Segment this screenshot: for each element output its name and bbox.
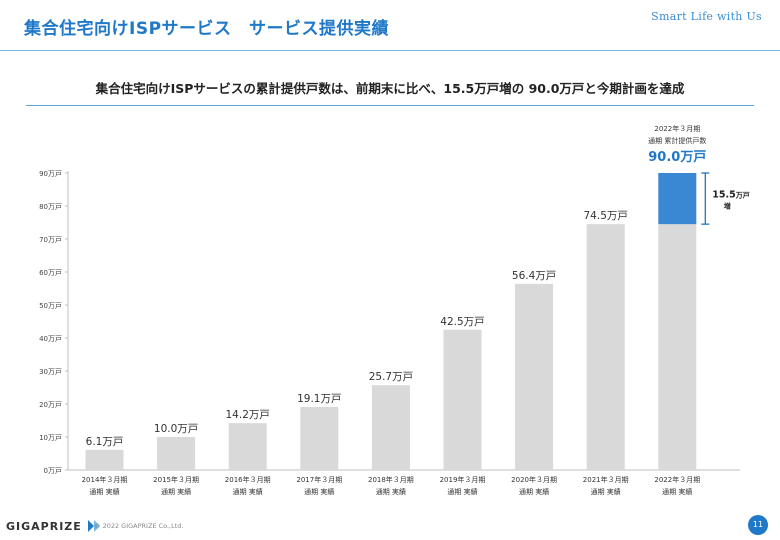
y-tick-label: 90万戸 <box>39 170 62 178</box>
x-tick-label: 2018年３月期 <box>368 475 414 484</box>
x-tick-label: 2016年３月期 <box>225 475 271 484</box>
increase-unit: 万戸 <box>735 192 750 200</box>
bar <box>443 329 482 470</box>
x-tick-label: 2014年３月期 <box>82 475 128 484</box>
y-tick-label: 50万戸 <box>39 302 62 310</box>
brand-tagline: Smart Life with Us <box>651 10 762 23</box>
headline-text: 集合住宅向けISPサービスの累計提供戸数は、前期末に比べ、15.5万戸増の 90… <box>95 81 685 96</box>
x-tick-label: 2022年３月期 <box>654 475 700 484</box>
x-tick-label: 通期 実績 <box>304 487 334 496</box>
x-tick-label: 通期 実績 <box>447 487 477 496</box>
x-tick-label: 2017年３月期 <box>296 475 342 484</box>
page-header: 集合住宅向けISPサービス サービス提供実績 Smart Life with U… <box>0 0 780 51</box>
x-tick-label: 2020年３月期 <box>511 475 557 484</box>
data-label: 42.5万戸 <box>440 316 484 328</box>
highlight-value-label: 90.0万戸 <box>648 150 706 165</box>
bar <box>658 224 697 470</box>
increase-suffix: 増 <box>724 202 731 211</box>
data-label: 14.2万戸 <box>226 409 270 421</box>
y-tick-label: 60万戸 <box>39 269 62 277</box>
subscriber-bar-chart: 0万戸 10万戸 20万戸 30万戸 40万戸 50万戸 60万戸 70万戸 80万戸 90万戸 6… <box>39 124 750 496</box>
copyright-text: © 2022 GIGAPRIZE Co.,Ltd. <box>94 522 184 530</box>
increase-value: 15.5 <box>712 190 735 201</box>
bar <box>157 437 196 470</box>
bar-increase-segment <box>658 173 697 225</box>
x-tick-label: 通期 実績 <box>89 487 119 496</box>
x-tick-label: 通期 実績 <box>161 487 191 496</box>
y-tick-label: 30万戸 <box>39 368 62 376</box>
y-tick-label: 0万戸 <box>44 467 62 475</box>
company-logo-text: GIGAPRIZE <box>6 519 82 533</box>
x-tick-label: 通期 実績 <box>662 487 692 496</box>
logo-mark-icon <box>87 520 100 532</box>
y-tick-label: 20万戸 <box>39 401 62 409</box>
highlight-caption: 2022年３月期 <box>654 124 700 133</box>
bar <box>586 224 625 470</box>
bar <box>371 385 410 470</box>
x-tick-label: 通期 実績 <box>519 487 549 496</box>
data-label: 10.0万戸 <box>154 423 198 435</box>
bar <box>515 283 554 470</box>
y-tick-label: 10万戸 <box>39 434 62 442</box>
page-title: 集合住宅向けISPサービス サービス提供実績 <box>24 19 390 39</box>
highlight-caption: 通期 累計提供戸数 <box>648 136 706 145</box>
data-label: 74.5万戸 <box>584 210 628 222</box>
data-label: 25.7万戸 <box>369 371 413 383</box>
x-tick-label: 2019年３月期 <box>440 475 486 484</box>
bar <box>300 406 339 470</box>
x-tick-label: 2015年３月期 <box>153 475 199 484</box>
y-tick-label: 80万戸 <box>39 203 62 211</box>
headline-divider <box>26 105 754 106</box>
y-tick-label: 70万戸 <box>39 236 62 244</box>
data-label: 6.1万戸 <box>86 436 124 448</box>
company-logo: GIGAPRIZE <box>6 519 102 533</box>
x-tick-label: 通期 実績 <box>233 487 263 496</box>
y-tick-label: 40万戸 <box>39 335 62 343</box>
data-label: 56.4万戸 <box>512 270 556 282</box>
x-tick-label: 通期 実績 <box>376 487 406 496</box>
page-number: 11 <box>748 515 768 535</box>
x-tick-label: 通期 実績 <box>591 487 621 496</box>
increase-label: 15.5万戸 <box>712 190 749 201</box>
bar <box>85 449 124 470</box>
data-label: 19.1万戸 <box>297 393 341 405</box>
bar <box>228 423 267 470</box>
x-tick-label: 2021年３月期 <box>583 475 629 484</box>
